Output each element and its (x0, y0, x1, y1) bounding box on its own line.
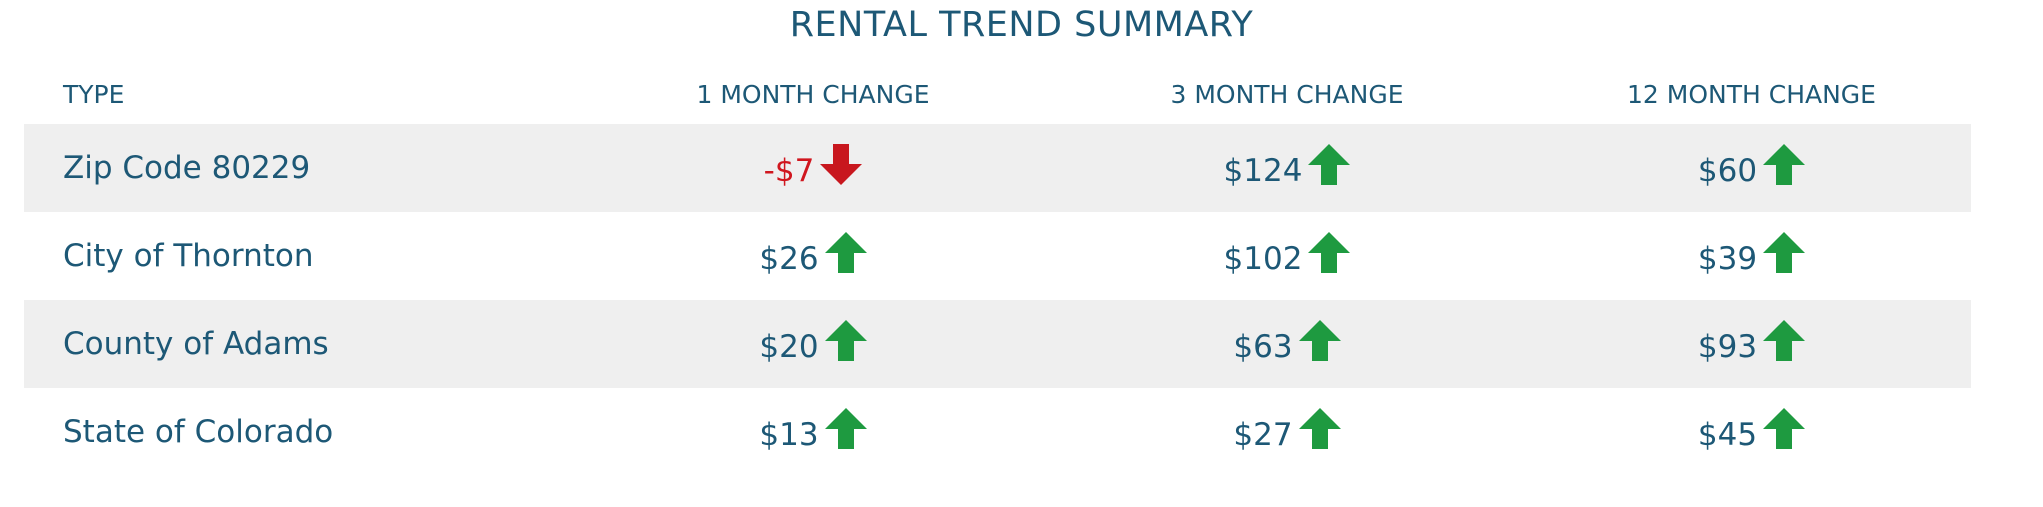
change-cell: $13 (584, 408, 1042, 453)
change-cell: $27 (1042, 408, 1532, 453)
change-cell: $93 (1532, 320, 1971, 365)
up-arrow (1763, 232, 1806, 273)
up-arrow (1298, 408, 1341, 449)
down-arrow (820, 144, 863, 185)
up-arrow (1298, 320, 1341, 361)
change-value: $26 (759, 241, 819, 277)
change-value: $27 (1233, 417, 1293, 453)
change-value: $63 (1233, 329, 1293, 365)
change-cell: $60 (1532, 144, 1971, 189)
header-cell: 12 MONTH CHANGE (1627, 79, 1876, 109)
title: RENTAL TREND SUMMARY (789, 5, 1254, 45)
table-row: City of Thornton $26 $102 $39 (24, 212, 1971, 300)
row-label: Zip Code 80229 (63, 150, 311, 186)
change-value: $39 (1697, 241, 1758, 277)
change-value: $102 (1223, 241, 1303, 277)
table-row: Zip Code 80229 -$7 $124 $60 (24, 124, 1971, 212)
row-label: State of Colorado (63, 414, 334, 450)
up-arrow (824, 232, 867, 273)
table-row: State of Colorado $13 $27 $45 (24, 388, 1971, 476)
change-cell: $63 (1042, 320, 1532, 365)
row-label: County of Adams (63, 326, 329, 362)
up-arrow (1308, 232, 1351, 273)
change-cell: $124 (1042, 144, 1532, 189)
up-arrow (1308, 144, 1351, 185)
change-value: -$7 (763, 153, 815, 189)
change-value: $20 (759, 329, 819, 365)
header-row: TYPE 1 MONTH CHANGE 3 MONTH CHANGE 12 MO… (24, 64, 1971, 124)
change-cell: $102 (1042, 232, 1532, 277)
up-arrow (1763, 320, 1806, 361)
row-label: City of Thornton (63, 238, 314, 274)
change-cell: $26 (584, 232, 1042, 277)
up-arrow (824, 408, 867, 449)
up-arrow (1763, 144, 1806, 185)
up-arrow (1763, 408, 1806, 449)
change-cell: $39 (1532, 232, 1971, 277)
change-value: $93 (1697, 329, 1758, 365)
summary-table: TYPE 1 MONTH CHANGE 3 MONTH CHANGE 12 MO… (24, 64, 1971, 476)
header-cell: 1 MONTH CHANGE (696, 79, 930, 109)
change-value: $60 (1697, 153, 1758, 189)
header-cell: TYPE (63, 79, 125, 109)
change-value: $13 (759, 417, 819, 453)
table-row: County of Adams $20 $63 $93 (24, 300, 1971, 388)
change-cell: -$7 (584, 144, 1042, 189)
up-arrow (824, 320, 867, 361)
change-cell: $45 (1532, 408, 1971, 453)
header-cell: 3 MONTH CHANGE (1170, 79, 1404, 109)
change-value: $124 (1223, 153, 1303, 189)
change-cell: $20 (584, 320, 1042, 365)
change-value: $45 (1697, 417, 1758, 453)
